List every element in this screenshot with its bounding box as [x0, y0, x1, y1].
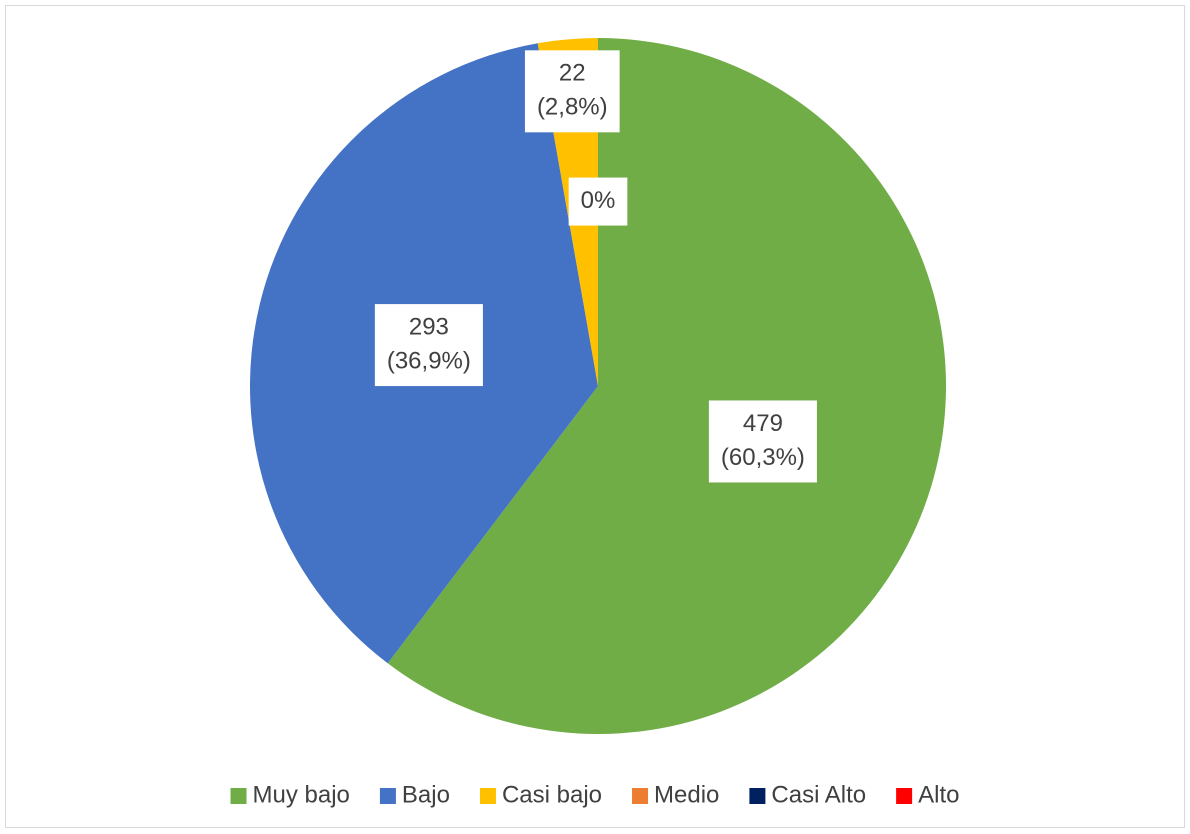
data-label-text: 293: [409, 313, 449, 340]
data-label-text: (60,3%): [721, 444, 805, 471]
data-label: 479 (60,3%): [708, 400, 817, 483]
data-label-box: [568, 177, 628, 226]
pie-slice: [387, 38, 946, 734]
legend-label: Muy bajo: [253, 781, 350, 808]
legend-label: Casi bajo: [502, 781, 602, 808]
data-label: 22 (2,8%): [524, 50, 620, 133]
legend-label: Casi Alto: [771, 781, 866, 808]
legend-swatch: [896, 788, 913, 804]
data-label-text: 479: [743, 410, 783, 437]
data-label-text: 0%: [581, 187, 616, 214]
data-label-text: 22: [559, 60, 586, 87]
legend-label: Medio: [654, 781, 719, 808]
legend-swatch: [379, 788, 396, 804]
data-label-text: (2,8%): [537, 94, 608, 121]
legend-label: Bajo: [402, 781, 450, 808]
legend-swatch: [230, 788, 247, 804]
data-label: 293 (36,9%): [374, 304, 483, 387]
legend: Muy bajo Bajo Casi bajo Medio Casi Alto Alto: [230, 781, 959, 808]
legend-swatch: [749, 788, 766, 804]
data-label: 0%: [568, 177, 628, 226]
legend-swatch: [479, 788, 496, 804]
data-label-box: [708, 400, 817, 483]
legend-swatch: [632, 788, 649, 804]
legend-label: Alto: [918, 781, 959, 808]
data-label-box: [374, 304, 483, 387]
data-label-box: [524, 50, 620, 133]
data-label-text: (36,9%): [387, 347, 471, 374]
